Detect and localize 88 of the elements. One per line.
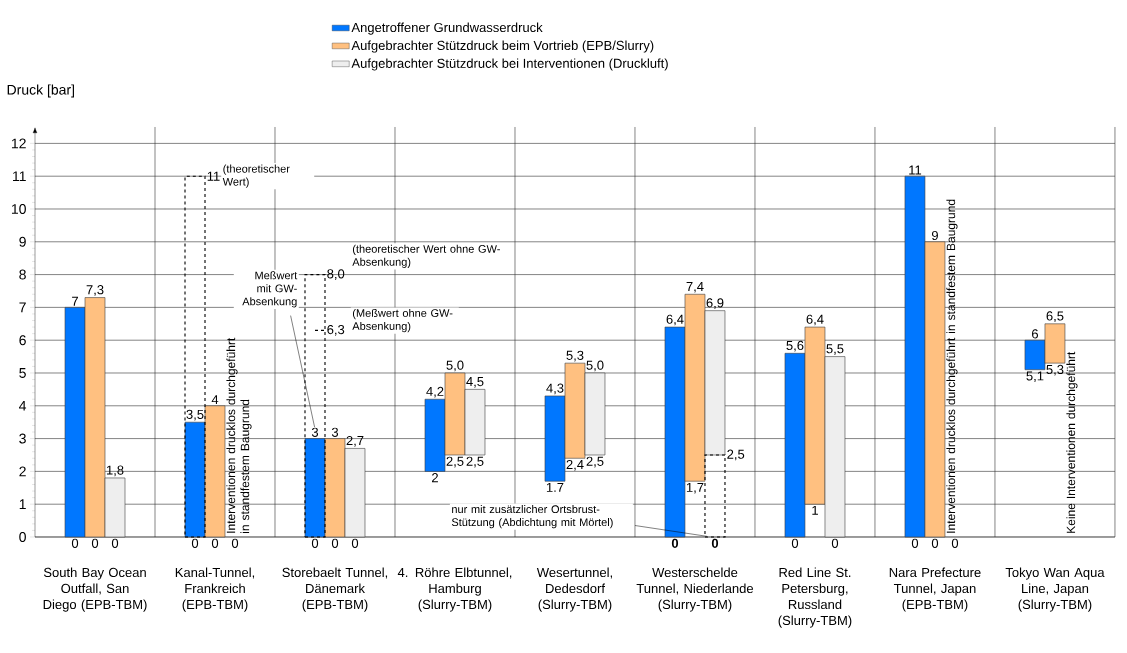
data-label: 7,3 [86,285,104,296]
x-tick-label: Tokyo Wan Aqua Line, Japan (Slurry-TBM) [1005,567,1105,612]
annotation: Interventionen drucklos durchgeführt in standfestem Baugrund [946,199,958,533]
text: 0 [231,538,239,548]
x-tick-label: South Bay Ocean Outfall, San Diego (EPB-TBM) [43,567,147,612]
annotation: 2,5 [466,456,484,468]
data-label: 5,0 [446,360,464,372]
data-label: 6 [1032,329,1039,339]
annotation: (theoretischer Wert) [222,164,290,188]
data-label: 7 [72,296,78,306]
data-label: 6,4 [666,314,684,326]
data-label: 3 [311,427,319,437]
annotation: Meßwert mit GW-Absenkung [242,271,298,308]
x-tick-label: Westerschelde Tunnel, Niederlande (Slurry-TBM) [636,567,754,612]
data-label: 5,6 [786,340,804,352]
text: 0 [111,538,119,548]
data-label: 3,5 [186,409,204,421]
x-tick-label: Kanal-Tunnel, Frankreich (EPB-TBM) [175,567,255,612]
annotation: 2,5 [586,456,604,468]
data-label: 4 [211,395,219,405]
y-tick-label: 11 [13,171,26,182]
y-tick-label: 2 [19,466,26,477]
data-label: 6,5 [1046,311,1064,323]
text: 0 [711,538,719,548]
annotation: Keine Interventionen durchgeführt [1066,351,1078,533]
y-tick-label: 12 [11,138,26,149]
data-label: 1,8 [106,465,124,477]
data-label: 5,3 [566,350,584,362]
text: 0 [791,538,799,548]
annotation: (theoretischer Wert ohne GW-Absenkung) [352,244,500,268]
annotation: 1 [812,505,818,515]
text: 0 [911,538,919,548]
x-tick-label: Red Line St. Petersburg, Russland (Slurry-TBM) [778,567,852,628]
data-label: 4,5 [466,377,484,388]
data-label: 11 [909,165,922,175]
legend-label: Angetroffener Grundwasserdruck [351,22,543,35]
annotation: Interventionen drucklos durchgeführt in standfestem Baugrund [226,337,252,534]
text: 0 [331,538,339,548]
annotation: 2 [432,473,438,483]
annotation: 1.7 [546,482,564,492]
text: 0 [311,538,319,548]
annotation: 2,5 [446,456,464,468]
text: 0 [351,538,359,548]
data-label: 8,0 [327,269,345,280]
y-tick-label: 10 [11,204,26,214]
text: 0 [951,538,959,548]
y-tick-label: 5 [19,368,26,378]
annotation: nur mit zusätzlicher Ortsbrust-Stützung (Abdichtung mit Mörtel) [451,505,613,529]
data-label: 6,4 [806,314,824,326]
text: 0 [831,538,839,548]
annotation: 5,1 [1026,371,1044,383]
data-label: 2,5 [727,449,745,461]
data-label: 4,3 [546,383,564,395]
y-tick-label: 7 [19,302,26,313]
text: 0 [71,538,79,548]
y-tick-label: 9 [19,236,26,247]
annotation: 2,4 [566,459,584,471]
data-label: 2,7 [346,435,364,447]
text: 0 [191,538,199,548]
y-tick-label: 8 [19,269,26,280]
y-tick-label: 0 [19,532,26,542]
data-label: 3 [331,427,339,437]
y-tick-label: 4 [19,400,27,411]
y-tick-label: 6 [19,335,26,346]
text: 0 [931,538,939,548]
legend-label: Aufgebrachter Stützdruck beim Vortrieb (EPB/Slurry) [351,40,654,53]
legend-label: Aufgebrachter Stützdruck bei Interventionen (Druckluft) [351,58,668,71]
data-label: 5,0 [586,360,604,372]
text: 0 [91,538,99,548]
y-tick-label: 3 [19,433,26,444]
x-tick-label: 4. Röhre Elbtunnel, Hamburg (Slurry-TBM) [397,567,512,612]
y-tick-label: 1 [19,499,26,509]
annotation: 1,7 [686,482,704,494]
annotation: (Meßwert ohne GW-Absenkung) [352,308,453,333]
y-axis-title: Druck [bar] [7,84,74,98]
text: 0 [211,538,219,548]
annotation: 5,3 [1046,364,1064,376]
x-tick-label: Wesertunnel, Dedesdorf (Slurry-TBM) [536,567,612,612]
x-tick-label: Nara Prefecture Tunnel, Japan (EPB-TBM) [889,567,981,612]
text: 0 [671,538,679,548]
x-tick-label: Storebaelt Tunnel, Dänemark (EPB-TBM) [282,567,388,612]
data-label: 11 [207,171,220,181]
data-label: 9 [931,230,938,241]
data-label: 6,9 [706,298,724,309]
data-label: 4,2 [426,386,444,398]
annotation: 6,3 [327,324,345,336]
data-label: 5,5 [826,344,844,355]
data-label: 7,4 [686,281,704,293]
